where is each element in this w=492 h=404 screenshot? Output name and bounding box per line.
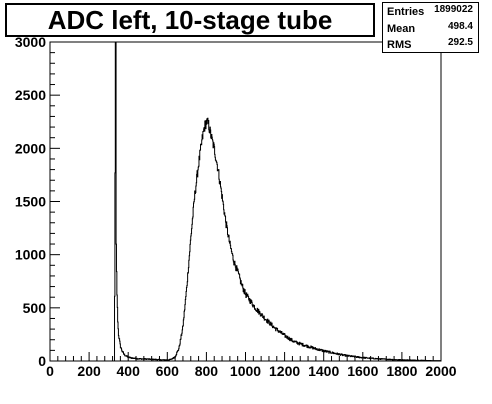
x-tick-label: 200 bbox=[77, 363, 101, 379]
x-tick-label: 0 bbox=[46, 363, 54, 379]
x-tick-label: 1800 bbox=[386, 363, 417, 379]
x-tick-label: 600 bbox=[156, 363, 180, 379]
x-axis-tick-labels: 0 200 400 600 800 1000 1200 1400 1600 1800 2000 bbox=[46, 363, 457, 379]
x-tick-label: 2000 bbox=[425, 363, 456, 379]
x-tick-label: 400 bbox=[117, 363, 141, 379]
stats-mean-value: 498.4 bbox=[447, 21, 473, 32]
plot-frame bbox=[49, 41, 442, 362]
y-tick-label: 500 bbox=[23, 300, 47, 316]
stats-entries-label: Entries bbox=[387, 6, 425, 18]
y-axis-ticks bbox=[50, 41, 60, 362]
x-tick-label: 800 bbox=[195, 363, 219, 379]
stats-box: Entries 1899022 Mean 498.4 RMS 292.5 bbox=[382, 2, 479, 53]
stats-mean-row: Mean 498.4 bbox=[387, 21, 473, 37]
y-tick-label: 3000 bbox=[15, 34, 46, 50]
y-tick-label: 1500 bbox=[15, 194, 46, 210]
histogram-series-line bbox=[112, 41, 442, 362]
x-tick-label: 1000 bbox=[230, 363, 261, 379]
y-tick-label: 0 bbox=[38, 353, 46, 369]
stats-mean-label: Mean bbox=[387, 23, 416, 35]
x-tick-label: 1200 bbox=[269, 363, 300, 379]
stats-rms-row: RMS 292.5 bbox=[387, 37, 473, 53]
stats-entries-value: 1899022 bbox=[434, 4, 473, 15]
y-tick-label: 2000 bbox=[15, 140, 46, 156]
y-axis-tick-labels: 0 500 1000 1500 2000 2500 3000 bbox=[15, 34, 46, 369]
stats-rms-label: RMS bbox=[387, 39, 412, 51]
x-tick-label: 1600 bbox=[347, 363, 378, 379]
chart-title: ADC left, 10-stage tube bbox=[47, 4, 333, 35]
x-tick-label: 1400 bbox=[308, 363, 339, 379]
y-tick-label: 2500 bbox=[15, 87, 46, 103]
stats-rms-value: 292.5 bbox=[447, 37, 473, 48]
title-box: ADC left, 10-stage tube bbox=[5, 3, 375, 37]
stats-entries-row: Entries 1899022 bbox=[387, 4, 473, 20]
y-tick-label: 1000 bbox=[15, 247, 46, 263]
